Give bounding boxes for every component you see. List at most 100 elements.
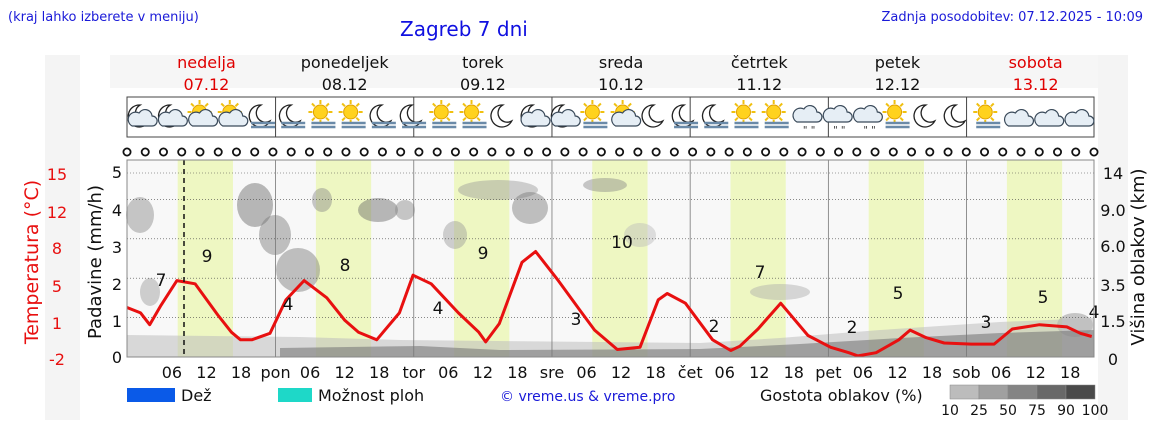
time-tick: 12 [196,363,216,382]
moon-cloud-icon [520,104,551,128]
low-cloud-band-dense [280,330,1094,357]
cloud-blob [126,197,154,233]
time-tick: 18 [784,363,804,382]
right-axis-panel [1098,55,1128,420]
time-tick: 06 [576,363,596,382]
wind-dot [396,147,406,157]
wind-dot [304,147,314,157]
temperature-axis-label: Temperatura (°C) [21,180,43,345]
wind-dot [980,147,990,157]
wind-dot [268,147,278,157]
cloud-height-axis-label: Višina oblakov (km) [1128,168,1149,345]
cloud-blob [276,248,320,292]
wind-dot [286,147,296,157]
cloud-height-tick: 14 [1103,164,1123,183]
sun-cloud-icon [187,100,219,127]
wind-dot [158,147,168,157]
last-updated: Zadnja posodobitev: 07.12.2025 - 10:09 [881,10,1143,25]
time-tick: tor [402,363,425,382]
wind-dot [231,147,241,157]
time-tick: 18 [1060,363,1080,382]
cloud-blob [358,198,398,222]
precip-tick: 1 [112,312,122,331]
moon-icon [641,104,665,128]
wind-dot [651,147,661,157]
wind-dot [505,147,515,157]
day-name: ponedeljek [301,53,390,72]
time-tick: 12 [473,363,493,382]
moon-fog-icon [369,104,396,129]
temp-tick: 5 [52,277,62,296]
cloud-scale-label: 25 [970,403,988,419]
cloud-density-scale: 10 25 50 75 90 100 [941,384,1108,419]
cloud-drizzle-icon: " " [822,104,853,136]
cloud-height-tick: 6.0 [1100,237,1125,256]
day-date: 10.12 [598,75,644,94]
cloud-height-axis: 0 1.5 3.5 6.0 9.0 14 [1100,164,1125,369]
wind-dot [724,147,734,157]
svg-text:" ": " " [803,125,815,136]
wind-dot [779,147,789,157]
cloud-scale-swatch [1036,384,1067,400]
cloud-height-tick: 3.5 [1100,276,1125,295]
cloud-blob [259,215,291,255]
time-tick: sre [540,363,564,382]
time-tick: 12 [887,363,907,382]
day-date: 11.12 [736,75,782,94]
temp-label: 10 [611,233,633,253]
temp-label: 5 [1038,288,1049,308]
wind-dot [688,147,698,157]
wind-dot [907,147,917,157]
wind-dot [560,147,570,157]
time-tick: 06 [300,363,320,382]
cloud-scale-label: 75 [1028,403,1046,419]
sun-fog-icon [308,100,336,129]
temp-tick: 1 [52,314,62,333]
moon-fog-icon [248,104,275,129]
day-name: sobota [1009,53,1063,72]
wind-dot [377,147,387,157]
credit-link[interactable]: © vreme.us & vreme.pro [500,389,675,405]
wind-marker-row [122,147,1099,157]
cloud-density-legend-label: Gostota oblakov (%) [760,386,923,405]
temp-label: 7 [755,263,766,283]
wind-dot [213,147,223,157]
time-tick: sob [952,363,980,382]
wind-dot [250,147,260,157]
day-name: četrtek [731,53,789,72]
precip-axis-label: Padavine (mm/h) [85,185,106,339]
sun-fog-icon [580,100,608,129]
sun-fog-icon [338,100,366,129]
wind-dot [943,147,953,157]
temp-tick: 8 [52,239,62,258]
daylight-band [315,160,372,357]
svg-text:" ": " " [833,125,845,136]
temp-tick: 15 [47,165,67,184]
temp-tick: -2 [49,350,65,369]
page-title: Zagreb 7 dni [400,17,528,41]
wind-dot [815,147,825,157]
moon-cloud-icon [127,104,158,128]
left-axis-panel [45,55,80,420]
temp-label: 9 [202,247,213,267]
time-tick: 06 [715,363,735,382]
wind-dot [998,147,1008,157]
moon-cloud-icon [157,104,188,128]
wind-dot [852,147,862,157]
time-tick: 12 [334,363,354,382]
sun-fog-icon [429,100,457,129]
precip-tick: 4 [112,201,122,220]
cloud-blob [140,278,160,306]
time-tick: 18 [922,363,942,382]
time-tick: pet [815,363,841,382]
wind-dot [1016,147,1026,157]
wind-dot [706,147,716,157]
wind-dot [1034,147,1044,157]
day-name: torek [462,53,504,72]
location-hint[interactable]: (kraj lahko izberete v meniju) [8,10,199,25]
cloud-scale-label: 50 [999,403,1017,419]
wind-dot [669,147,679,157]
time-tick: pon [261,363,291,382]
